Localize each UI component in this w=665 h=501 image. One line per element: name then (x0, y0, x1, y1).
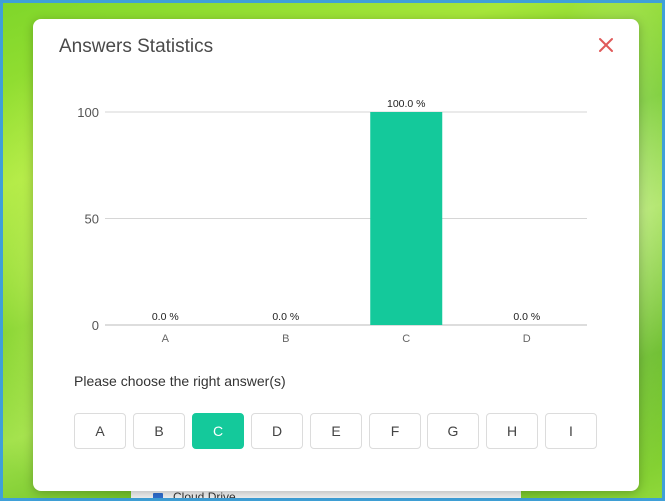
answer-prompt: Please choose the right answer(s) (74, 373, 286, 389)
close-button[interactable] (594, 33, 618, 57)
option-g-button[interactable]: G (427, 413, 479, 449)
close-icon (599, 38, 613, 52)
dialog-title: Answers Statistics (59, 36, 214, 57)
x-category-label: C (402, 333, 410, 345)
option-f-button[interactable]: F (369, 413, 421, 449)
bar-c (370, 112, 443, 325)
bar-value-label: 0.0 % (152, 311, 179, 323)
x-category-label: A (162, 333, 170, 345)
option-i-button[interactable]: I (545, 413, 597, 449)
answers-statistics-dialog: Answers Statistics 0 50 100 0.0 % A 0.0 % B 100… (33, 19, 639, 491)
bar-value-label: 100.0 % (387, 98, 426, 110)
x-category-label: B (282, 333, 289, 345)
cloud-drive-icon (153, 493, 163, 498)
answers-bar-chart: 0 50 100 0.0 % A 0.0 % B 100.0 % C 0.0 % D (77, 98, 587, 345)
option-e-button[interactable]: E (310, 413, 362, 449)
bar-value-label: 0.0 % (513, 311, 540, 323)
option-h-button[interactable]: H (486, 413, 538, 449)
y-tick-label: 0 (92, 318, 99, 333)
option-b-button[interactable]: B (133, 413, 185, 449)
option-c-button[interactable]: C (192, 413, 244, 449)
background-list-item-label: Cloud Drive (173, 490, 236, 498)
x-category-label: D (523, 333, 531, 345)
y-tick-label: 100 (77, 105, 99, 120)
option-d-button[interactable]: D (251, 413, 303, 449)
y-tick-label: 50 (85, 212, 99, 227)
bar-value-label: 0.0 % (272, 311, 299, 323)
option-a-button[interactable]: A (74, 413, 126, 449)
